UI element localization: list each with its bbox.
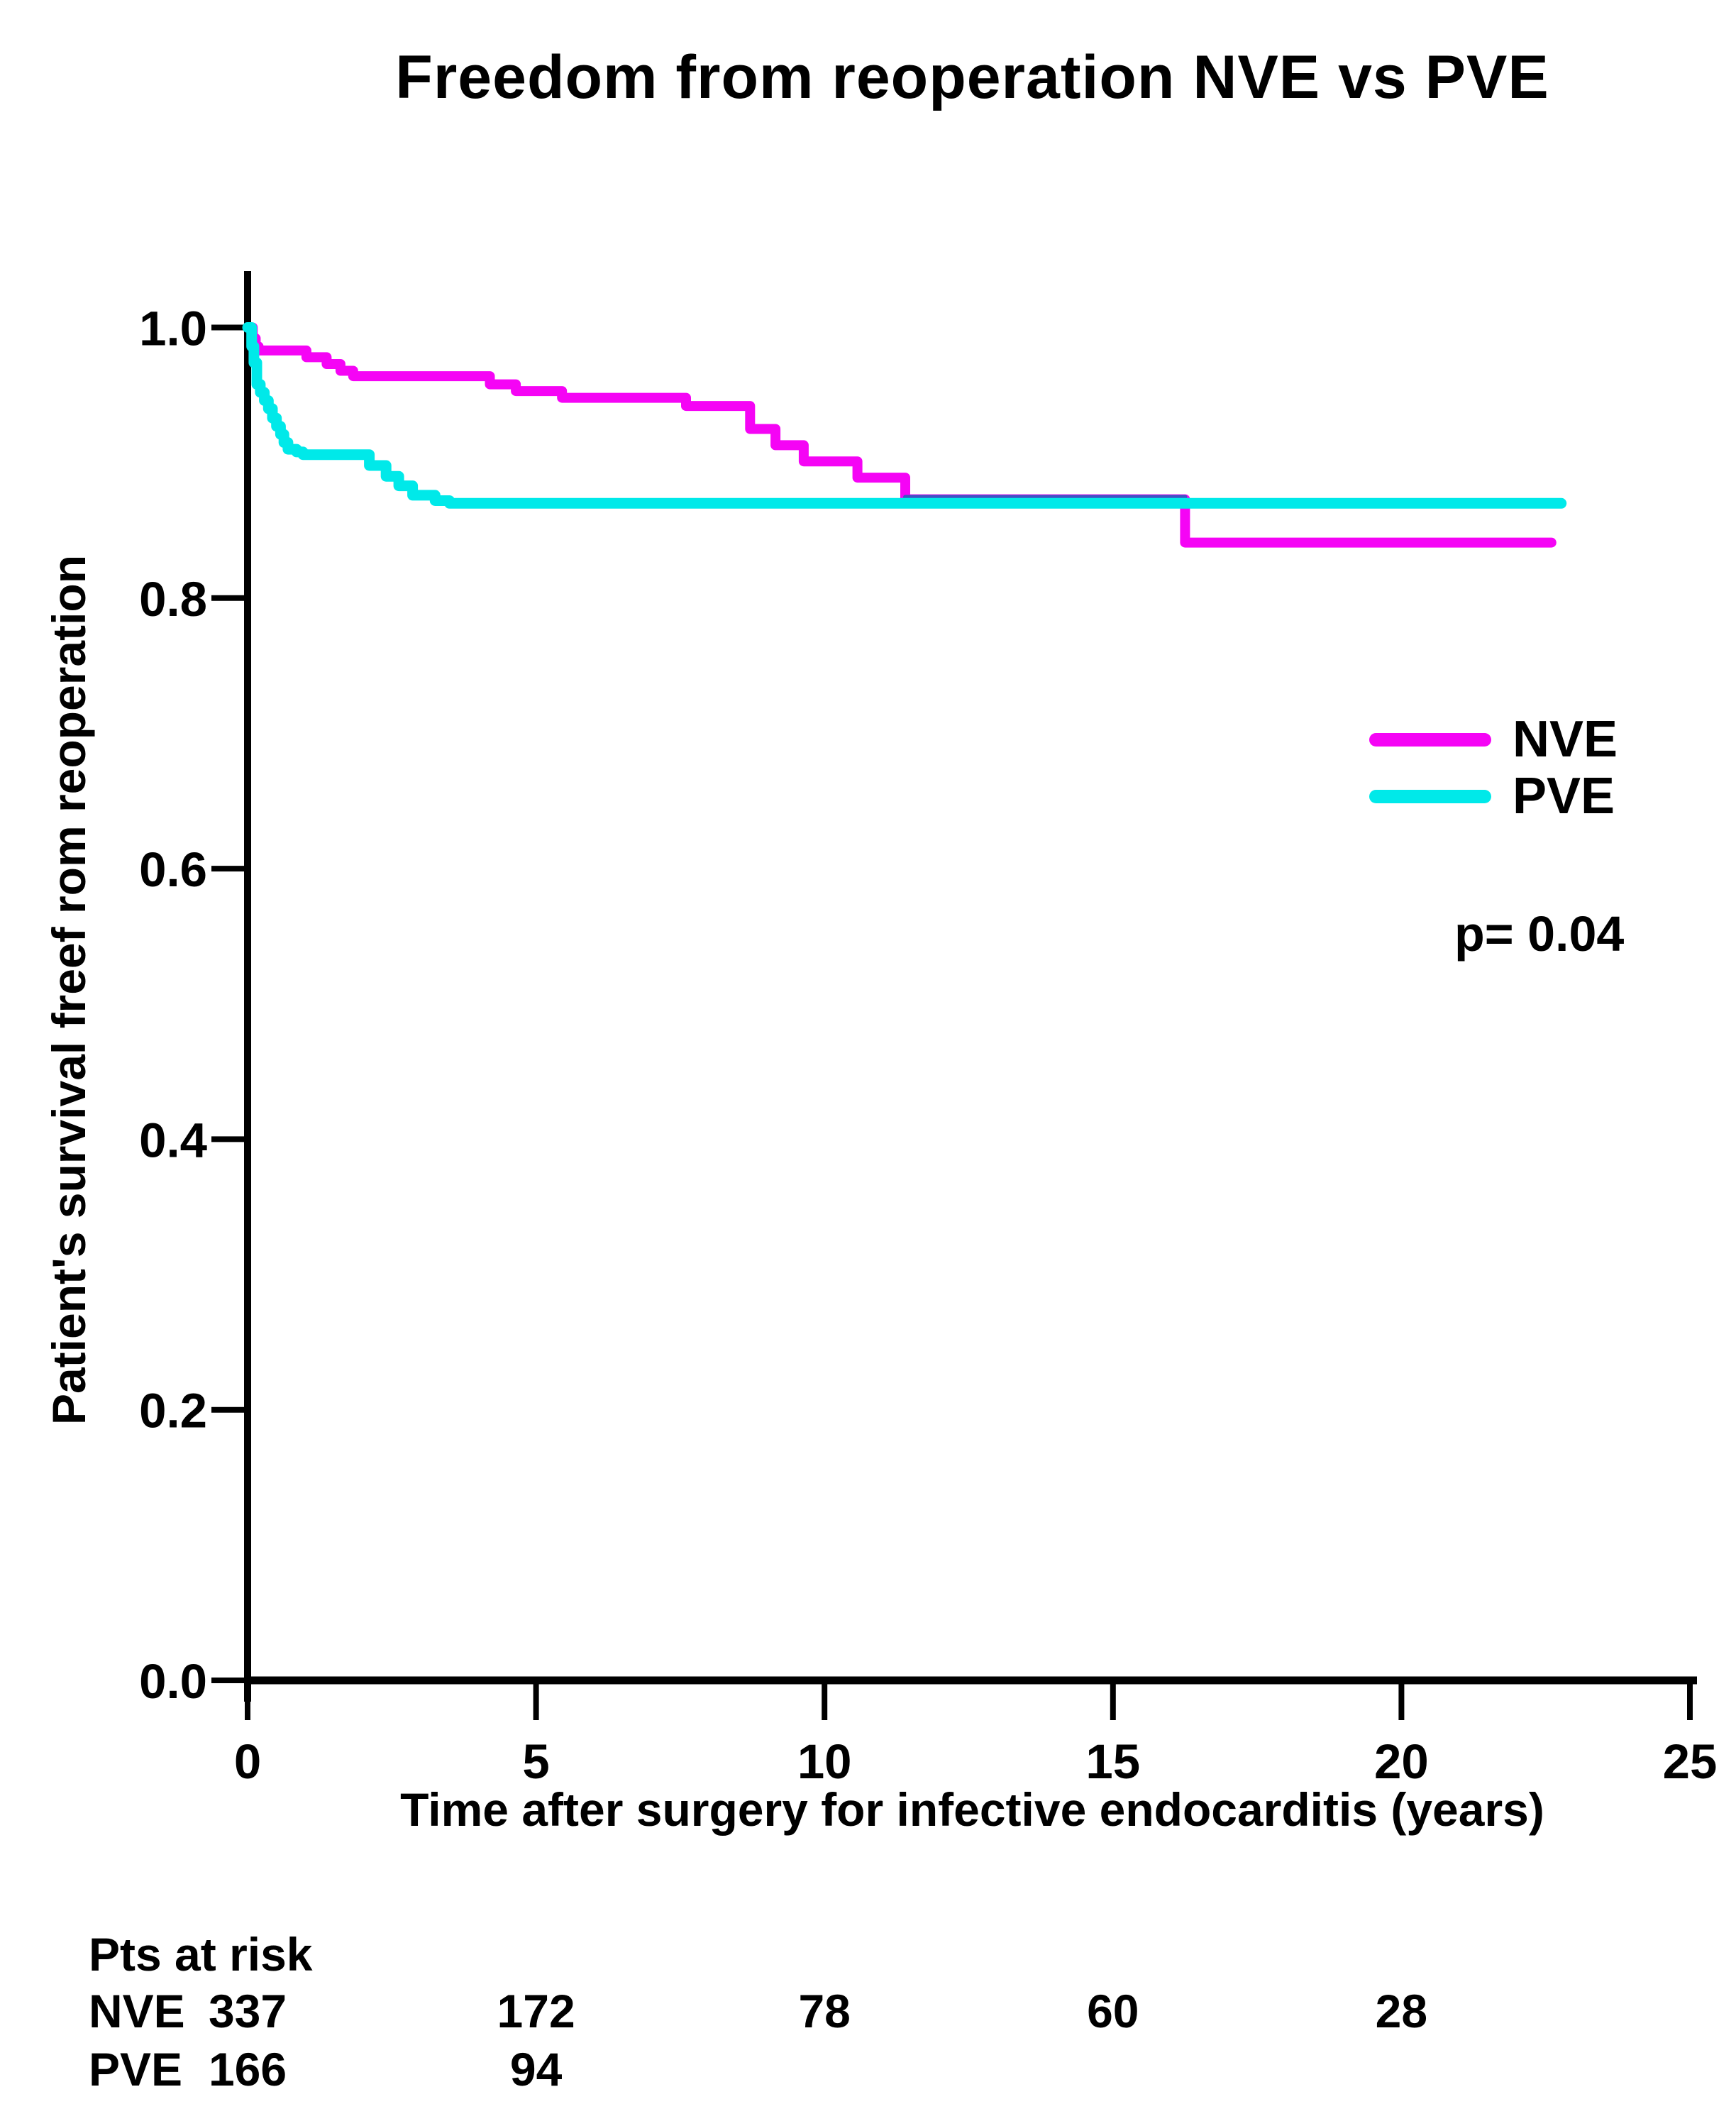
- y-tick-label: 1.0: [139, 302, 207, 356]
- at-risk-value: 337: [208, 1985, 287, 2037]
- x-axis-title: Time after surgery for infective endocar…: [400, 1783, 1544, 1836]
- legend-item-pve: PVE: [1369, 768, 1618, 825]
- y-tick-label: 0.6: [139, 842, 207, 897]
- legend-item-nve: NVE: [1369, 711, 1618, 768]
- x-tick-label: 20: [1374, 1734, 1429, 1789]
- legend: NVE PVE: [1369, 711, 1618, 825]
- y-tick-label: 0.8: [139, 572, 207, 627]
- legend-label-nve: NVE: [1513, 711, 1618, 768]
- x-tick-label: 25: [1663, 1734, 1718, 1789]
- at-risk-value: 94: [509, 2043, 563, 2095]
- nve-line-swatch: [1369, 732, 1491, 747]
- x-tick-label: 0: [234, 1734, 261, 1789]
- at-risk-row-label: PVE: [89, 2043, 183, 2095]
- chart-title: Freedom from reoperation NVE vs PVE: [395, 43, 1549, 111]
- at-risk-row-label: NVE: [89, 1985, 185, 2037]
- at-risk-value: 166: [208, 2043, 287, 2095]
- at-risk-value: 172: [497, 1985, 575, 2037]
- at-risk-header: Pts at risk: [89, 1928, 313, 1981]
- x-tick-label: 5: [522, 1734, 549, 1789]
- y-tick-label: 0.4: [139, 1113, 207, 1167]
- at-risk-value: 60: [1087, 1985, 1139, 2037]
- at-risk-value: 78: [798, 1985, 851, 2037]
- pve-curve: [242, 322, 1567, 509]
- p-value-annotation: p= 0.04: [1454, 906, 1625, 962]
- x-tick-label: 10: [797, 1734, 852, 1789]
- y-tick-label: 0.2: [139, 1384, 207, 1438]
- y-tick-label: 0.0: [139, 1654, 207, 1709]
- pve-line-swatch: [1369, 789, 1491, 803]
- nve-curve: [243, 322, 1557, 548]
- x-tick-label: 15: [1085, 1734, 1140, 1789]
- at-risk-value: 28: [1375, 1985, 1428, 2037]
- legend-label-pve: PVE: [1513, 768, 1615, 825]
